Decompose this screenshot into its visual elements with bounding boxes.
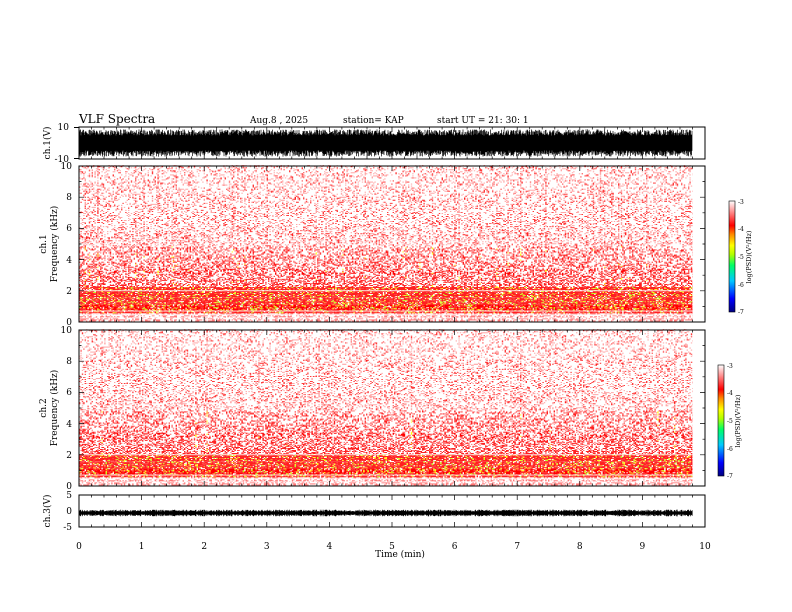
ch1-ytick-4: 4	[66, 256, 72, 266]
ch2-frequency-ylabel: Frequency (kHz)	[49, 370, 60, 447]
ch1-ytick-bottom: -10	[55, 155, 70, 165]
ch2-spectrogram-x-ticks	[78, 330, 706, 486]
spectrogram-cells	[79, 165, 694, 247]
ch2-spectrogram-y-ticks: 0 2 4 6 8 10	[61, 326, 705, 492]
start-time-label: start UT = 21: 30: 1	[437, 116, 529, 126]
ch1-channel-label: ch.1	[39, 234, 49, 253]
ch3-ytick-5: 5	[66, 491, 72, 501]
ch1-spectrogram-image	[79, 165, 705, 322]
time-tick-label: 10	[699, 542, 711, 552]
ch2-ytick-0: 0	[66, 482, 72, 492]
ch2-ytick-10: 10	[61, 326, 73, 336]
ch1-waveform-x-ticks	[78, 127, 706, 159]
ch2-cbtick-m7: -7	[727, 473, 733, 480]
ch1-waveform-ylabel: ch.1(V)	[42, 127, 53, 160]
ch1-ytick-8: 8	[66, 193, 72, 203]
ch2-spectrogram-image	[79, 329, 705, 486]
ch2-ytick-2: 2	[66, 451, 72, 461]
ch2-cbtick-m3: -3	[727, 363, 733, 370]
ch1-waveform-line	[79, 129, 693, 157]
time-tick-label: 9	[640, 542, 646, 552]
ch2-cbtick-m4: -4	[727, 390, 733, 397]
spectrogram-cells	[80, 454, 693, 478]
x-tick-marks	[78, 330, 706, 486]
ch2-ytick-6: 6	[66, 388, 72, 398]
ch3-waveform-panel: 5 0 -5 ch.3(V)	[42, 491, 706, 533]
y-tick-marks	[79, 329, 705, 487]
time-tick-label: 1	[139, 542, 145, 552]
ch3-waveform-ylabel: ch.3(V)	[42, 495, 53, 528]
ch1-cbtick-m6: -6	[738, 282, 744, 289]
time-tick-label: 0	[76, 542, 82, 552]
time-tick-label: 6	[452, 542, 458, 552]
time-tick-label: 2	[201, 542, 207, 552]
spectrogram-no-data	[692, 166, 705, 322]
ch1-colorbar-gradient	[728, 200, 736, 313]
spectrogram-cells	[79, 246, 694, 314]
x-tick-marks	[78, 127, 706, 159]
ch1-waveform-panel: 10 -10 ch.1(V)	[42, 123, 706, 165]
x-tick-marks	[78, 495, 706, 527]
spectrogram-cells	[79, 410, 694, 486]
time-axis-tick-labels: 0 1 2 3 4 5 6 7 8 9 10	[76, 542, 711, 552]
ch1-colorbar-label: log(PSD)(V²/Hz)	[745, 230, 753, 283]
time-tick-label: 7	[514, 542, 520, 552]
spectrogram-cells	[79, 165, 694, 314]
ch1-cbtick-m5: -5	[738, 254, 744, 261]
spectrogram-no-data	[692, 330, 705, 486]
ch1-spectrogram-y-ticks: 0 2 4 6 8 10	[61, 162, 705, 328]
time-axis-label: Time (min)	[375, 549, 425, 560]
station-label: station= KAP	[343, 116, 404, 126]
ch2-channel-label: ch.2	[39, 398, 49, 417]
spectrogram-cells	[79, 410, 694, 478]
time-tick-label: 4	[327, 542, 333, 552]
ch1-spectrogram-x-ticks	[78, 166, 706, 322]
ch1-cbtick-m7: -7	[738, 309, 744, 316]
ch2-colorbar-gradient	[717, 364, 725, 477]
ch2-colorbar: -3 -4 -5 -6 -7 log(PSD)(V²/Hz)	[717, 363, 742, 480]
ch1-ytick-top: 10	[58, 123, 70, 133]
time-tick-label: 8	[577, 542, 583, 552]
ch1-ytick-6: 6	[66, 224, 72, 234]
ch2-colorbar-label: log(PSD)(V²/Hz)	[734, 394, 742, 447]
x-tick-marks	[78, 166, 706, 322]
ch1-spectrogram-panel: 0 2 4 6 8 10 ch.1 Frequency (kHz) -3 -4 …	[39, 162, 753, 328]
time-tick-label: 3	[264, 542, 270, 552]
ch1-cbtick-m4: -4	[738, 226, 744, 233]
ch2-cbtick-m6: -6	[727, 446, 733, 453]
ch1-ytick-0: 0	[66, 318, 72, 328]
spectrogram-cells	[79, 329, 694, 411]
ch2-ytick-8: 8	[66, 357, 72, 367]
ch2-spectrogram-panel: 0 2 4 6 8 10 ch.2 Frequency (kHz) -3 -4 …	[39, 326, 742, 492]
ch1-ytick-2: 2	[66, 287, 72, 297]
time-tick-label: 5	[389, 542, 395, 552]
ch1-ytick-10: 10	[61, 162, 73, 172]
ch3-ytick-0: 0	[66, 507, 72, 517]
date-label: Aug.8 , 2025	[249, 116, 308, 126]
ch3-waveform-x-ticks	[78, 495, 706, 527]
chart-title: VLF Spectra	[78, 112, 155, 126]
ch1-cbtick-m3: -3	[738, 199, 744, 206]
ch2-ytick-4: 4	[66, 420, 72, 430]
ch1-waveform-trace	[79, 129, 693, 157]
ch2-cbtick-m5: -5	[727, 418, 733, 425]
y-tick-marks	[79, 165, 705, 323]
ch1-frequency-ylabel: Frequency (kHz)	[49, 206, 60, 283]
spectrogram-cells	[79, 246, 694, 322]
ch3-waveform-trace	[79, 509, 693, 517]
ch3-ytick-m5: -5	[63, 523, 72, 533]
ch3-waveform-line	[79, 509, 693, 517]
ch1-colorbar: -3 -4 -5 -6 -7 log(PSD)(V²/Hz)	[728, 199, 753, 316]
